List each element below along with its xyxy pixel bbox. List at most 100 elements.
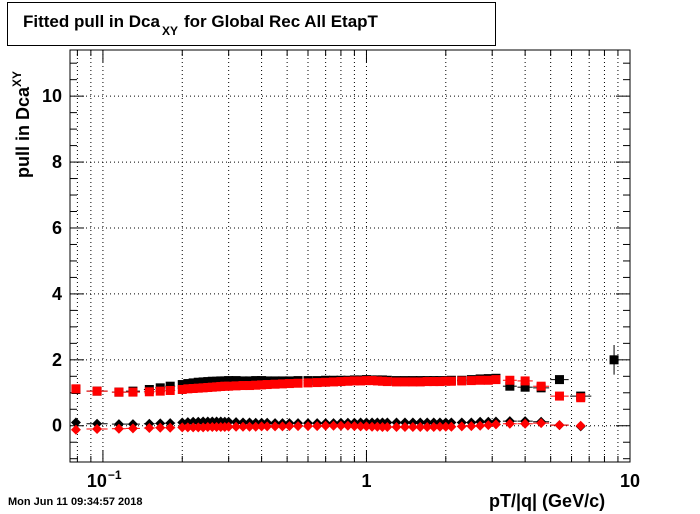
data-point	[429, 377, 439, 387]
data-point	[71, 384, 81, 394]
data-point	[554, 391, 564, 401]
data-point	[435, 377, 445, 387]
data-point	[575, 420, 586, 431]
data-point	[284, 421, 295, 432]
y-tick-label: 8	[52, 152, 62, 172]
data-point	[554, 420, 565, 431]
data-point	[336, 377, 346, 387]
data-point	[320, 420, 331, 431]
data-point	[554, 375, 564, 385]
data-point	[250, 421, 261, 432]
data-point	[270, 421, 281, 432]
x-tick-label: 1	[361, 471, 371, 491]
data-point	[188, 378, 198, 388]
data-point	[520, 418, 531, 429]
data-point	[92, 424, 103, 435]
grid	[70, 50, 631, 462]
axes	[69, 49, 631, 463]
data-point	[520, 376, 530, 386]
data-point	[422, 422, 433, 433]
data-point	[428, 422, 439, 433]
data-point	[491, 375, 501, 385]
data-point	[505, 381, 515, 391]
data-point	[415, 422, 426, 433]
x-axis-title: pT/|q| (GeV/c)	[489, 491, 606, 511]
data-point	[349, 421, 360, 432]
data-point	[328, 420, 339, 431]
data-point	[335, 420, 346, 431]
data-point	[536, 381, 546, 391]
data-point	[198, 377, 208, 387]
data-point	[183, 384, 193, 394]
data-point	[466, 421, 477, 432]
data-point	[155, 386, 165, 396]
data-point	[441, 376, 451, 386]
data-point	[155, 422, 166, 433]
data-point	[466, 376, 476, 386]
data-point	[312, 378, 322, 388]
data-point	[293, 421, 304, 432]
data-point	[231, 421, 242, 432]
data-point	[245, 376, 255, 386]
data-point	[408, 377, 418, 387]
data-point	[237, 421, 248, 432]
data-point	[231, 381, 241, 391]
data-point	[303, 378, 313, 388]
data-point	[284, 379, 294, 389]
data-point	[114, 387, 124, 397]
data-point	[70, 424, 81, 435]
data-point	[446, 421, 457, 432]
data-point	[505, 375, 515, 385]
data-point	[262, 421, 273, 432]
data-point	[188, 383, 198, 393]
series-1	[71, 375, 586, 403]
data-point	[382, 377, 392, 387]
data-point	[475, 375, 485, 385]
data-point	[520, 382, 530, 392]
data-point	[302, 421, 313, 432]
data-point	[113, 423, 124, 434]
series-3	[70, 418, 586, 435]
data-point	[372, 376, 382, 386]
data-point	[238, 381, 248, 391]
y-tick-label: 6	[52, 218, 62, 238]
x-tick-label: 10	[87, 471, 107, 491]
data-point	[257, 380, 267, 390]
data-point	[391, 377, 401, 387]
data-point	[144, 387, 154, 397]
timestamp: Mon Jun 11 09:34:57 2018	[8, 496, 143, 508]
data-point	[361, 421, 372, 432]
data-point	[329, 377, 339, 387]
data-point	[483, 375, 493, 385]
data-point	[270, 379, 280, 389]
data-point	[576, 393, 586, 403]
data-point	[609, 355, 619, 365]
data-point	[367, 376, 377, 386]
data-point	[349, 376, 359, 386]
data-point	[440, 421, 451, 432]
data-point	[251, 380, 261, 390]
data-point	[188, 416, 199, 427]
data-point	[177, 422, 188, 433]
data-point	[343, 376, 353, 386]
data-point	[165, 385, 175, 395]
data-point	[277, 379, 287, 389]
data-point	[128, 387, 138, 397]
data-point	[457, 376, 467, 386]
x-tick-label-exponent: −1	[108, 468, 122, 482]
data-point	[483, 420, 494, 431]
y-tick-label: 2	[52, 350, 62, 370]
data-point	[504, 418, 515, 429]
data-point	[127, 423, 138, 434]
data-point	[277, 421, 288, 432]
chart-title-main: Fitted pull in Dca	[23, 12, 160, 31]
data-point	[456, 421, 467, 432]
data-point	[188, 422, 199, 433]
chart-title-subscript: XY	[161, 24, 178, 38]
data-point	[407, 422, 418, 433]
data-point	[446, 376, 456, 386]
chart-title-box: Fitted pull in Dca XY for Global Rec All E…	[7, 2, 496, 46]
data-point	[224, 381, 234, 391]
data-point	[367, 421, 378, 432]
